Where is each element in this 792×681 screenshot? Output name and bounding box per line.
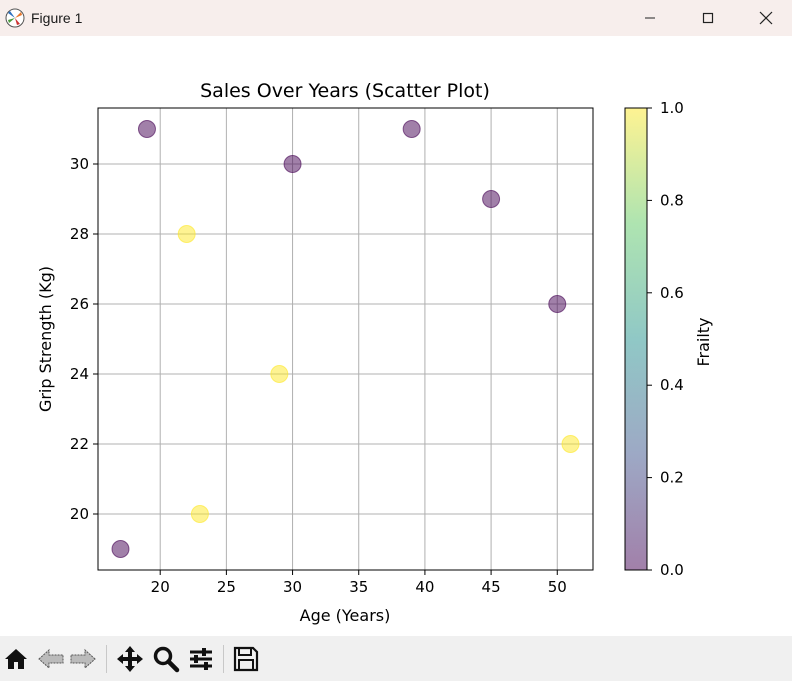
scatter-point bbox=[283, 155, 302, 173]
pan-move-icon bbox=[117, 646, 143, 672]
pan-button[interactable] bbox=[115, 644, 145, 674]
save-button[interactable] bbox=[231, 644, 261, 674]
colorbar-tick-label: 1.0 bbox=[660, 99, 684, 117]
scatter-plot: 20 25 30 35 40 45 50 20 22 24 26 28 30 Sales Over Y… bbox=[36, 80, 713, 625]
save-disk-icon bbox=[233, 646, 259, 672]
scatter-point bbox=[561, 435, 580, 453]
zoom-button[interactable] bbox=[151, 644, 181, 674]
y-tick-label: 22 bbox=[70, 435, 89, 453]
close-button[interactable] bbox=[737, 0, 792, 36]
configure-subplots-icon bbox=[190, 648, 212, 670]
scatter-points bbox=[111, 120, 580, 558]
y-tick-label: 28 bbox=[70, 225, 89, 243]
colorbar-tick-label: 0.4 bbox=[660, 376, 684, 394]
minimize-icon bbox=[645, 17, 655, 19]
forward-arrow-icon bbox=[70, 648, 96, 670]
x-axis-ticks: 20 25 30 35 40 45 50 bbox=[151, 570, 567, 596]
title-bar: Figure 1 bbox=[0, 0, 792, 36]
window-title: Figure 1 bbox=[31, 10, 83, 26]
colorbar-ticks: 0.0 0.2 0.4 0.6 0.8 1.0 bbox=[647, 99, 684, 579]
navigation-toolbar bbox=[0, 636, 792, 681]
scatter-point bbox=[177, 225, 196, 243]
colorbar-tick-label: 0.8 bbox=[660, 191, 684, 209]
matplotlib-logo-icon bbox=[4, 7, 26, 29]
x-tick-label: 40 bbox=[415, 578, 434, 596]
back-arrow-icon bbox=[38, 648, 64, 670]
figure-canvas: 20 25 30 35 40 45 50 20 22 24 26 28 30 Sales Over Y… bbox=[0, 36, 792, 636]
scatter-point bbox=[111, 540, 130, 558]
back-button[interactable] bbox=[36, 644, 66, 674]
x-tick-label: 35 bbox=[349, 578, 368, 596]
colorbar-tick-label: 0.2 bbox=[660, 469, 684, 487]
home-button[interactable] bbox=[1, 644, 31, 674]
x-tick-label: 25 bbox=[217, 578, 236, 596]
x-tick-label: 50 bbox=[548, 578, 567, 596]
plot-frame bbox=[97, 107, 594, 571]
close-icon bbox=[759, 11, 773, 25]
scatter-point bbox=[270, 365, 289, 383]
maximize-button[interactable] bbox=[679, 0, 737, 36]
colorbar bbox=[625, 108, 647, 570]
x-axis-label: Age (Years) bbox=[300, 606, 391, 625]
colorbar-label: Frailty bbox=[694, 317, 713, 366]
forward-button[interactable] bbox=[68, 644, 98, 674]
x-tick-label: 20 bbox=[151, 578, 170, 596]
y-tick-label: 20 bbox=[70, 505, 89, 523]
y-tick-label: 30 bbox=[70, 155, 89, 173]
y-axis-label: Grip Strength (Kg) bbox=[36, 266, 55, 412]
colorbar-frame bbox=[624, 107, 648, 571]
scatter-point bbox=[402, 120, 421, 138]
colorbar-tick-label: 0.0 bbox=[660, 561, 684, 579]
maximize-icon bbox=[702, 12, 714, 24]
chart-title: Sales Over Years (Scatter Plot) bbox=[200, 80, 490, 102]
zoom-magnifier-icon bbox=[153, 646, 180, 673]
y-tick-label: 26 bbox=[70, 295, 89, 313]
configure-subplots-button[interactable] bbox=[186, 644, 216, 674]
scatter-point bbox=[137, 120, 156, 138]
x-tick-label: 45 bbox=[482, 578, 501, 596]
toolbar-separator bbox=[106, 645, 107, 673]
y-axis-ticks: 20 22 24 26 28 30 bbox=[70, 155, 98, 523]
grid-lines bbox=[98, 108, 593, 570]
y-tick-label: 24 bbox=[70, 365, 89, 383]
scatter-point bbox=[190, 505, 209, 523]
colorbar-tick-label: 0.6 bbox=[660, 284, 684, 302]
scatter-point bbox=[548, 295, 567, 313]
x-tick-label: 30 bbox=[283, 578, 302, 596]
toolbar-separator bbox=[223, 645, 224, 673]
minimize-button[interactable] bbox=[621, 0, 679, 36]
home-icon bbox=[5, 649, 27, 669]
scatter-point bbox=[482, 190, 501, 208]
